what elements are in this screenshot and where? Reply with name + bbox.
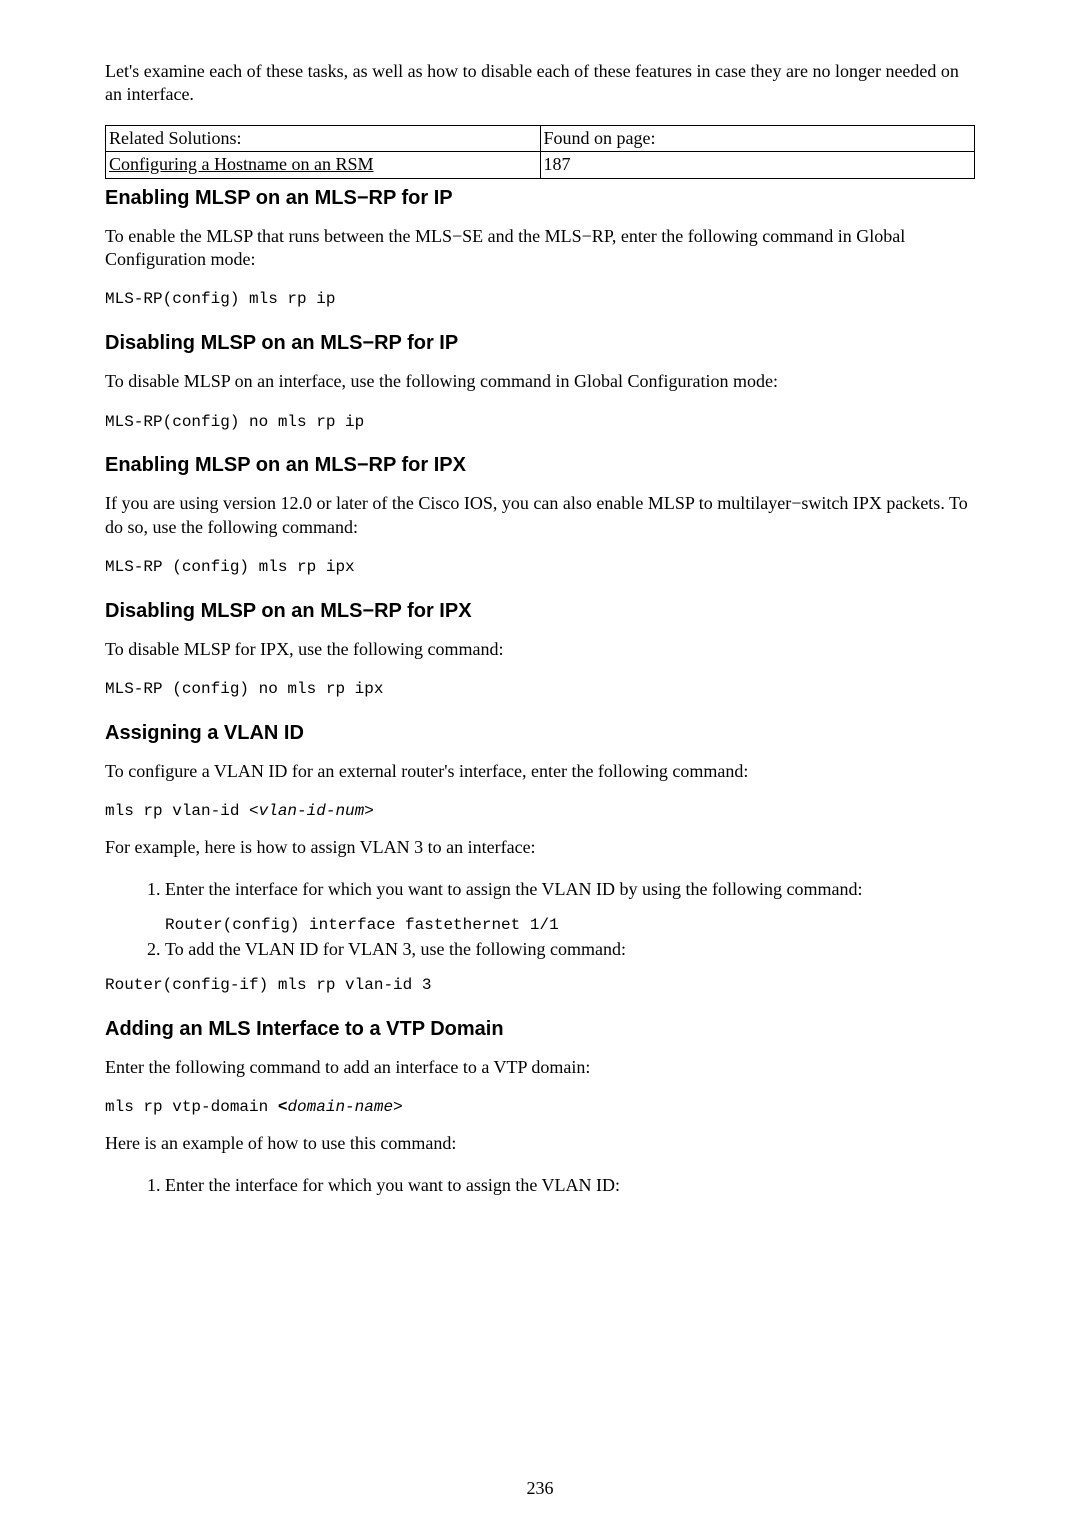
related-solutions-table: Related Solutions: Found on page: Config…	[105, 125, 975, 179]
code-vlan-syntax: mls rp vlan-id <vlan-id-num>	[105, 801, 975, 822]
code-disable-ipx: MLS-RP (config) no mls rp ipx	[105, 679, 975, 700]
heading-disable-ipx: Disabling MLSP on an MLS−RP for IPX	[105, 598, 975, 624]
step-code: Router(config) interface fastethernet 1/…	[165, 915, 975, 936]
code-enable-ip: MLS-RP(config) mls rp ip	[105, 289, 975, 310]
related-solution-link[interactable]: Configuring a Hostname on an RSM	[109, 154, 373, 174]
vtp-steps-list: Enter the interface for which you want t…	[105, 1174, 975, 1197]
table-row-header: Related Solutions: Found on page:	[106, 125, 975, 151]
heading-vtp: Adding an MLS Interface to a VTP Domain	[105, 1016, 975, 1042]
related-link-cell: Configuring a Hostname on an RSM	[106, 152, 541, 178]
page-number: 236	[0, 1477, 1080, 1500]
code-vtp-syntax: mls rp vtp-domain <domain-name>	[105, 1097, 975, 1118]
heading-disable-ip: Disabling MLSP on an MLS−RP for IP	[105, 330, 975, 356]
code-suffix: >	[364, 802, 374, 820]
heading-vlan: Assigning a VLAN ID	[105, 720, 975, 746]
code-vlan-example: Router(config-if) mls rp vlan-id 3	[105, 975, 975, 996]
code-prefix: mls rp vtp-domain	[105, 1098, 278, 1116]
step-text: Enter the interface for which you want t…	[165, 1175, 620, 1195]
related-page-cell: 187	[540, 152, 975, 178]
heading-enable-ip: Enabling MLSP on an MLS−RP for IP	[105, 185, 975, 211]
para-disable-ipx: To disable MLSP for IPX, use the followi…	[105, 638, 975, 661]
code-var: domain-name	[287, 1098, 393, 1116]
para-enable-ipx: If you are using version 12.0 or later o…	[105, 492, 975, 539]
intro-paragraph: Let's examine each of these tasks, as we…	[105, 60, 975, 107]
code-suffix: >	[393, 1098, 403, 1116]
para-vtp-2: Here is an example of how to use this co…	[105, 1132, 975, 1155]
list-item: To add the VLAN ID for VLAN 3, use the f…	[165, 938, 975, 961]
header-page: Found on page:	[540, 125, 975, 151]
code-bold: <	[278, 1098, 288, 1116]
list-item: Enter the interface for which you want t…	[165, 1174, 975, 1197]
para-vlan-2: For example, here is how to assign VLAN …	[105, 836, 975, 859]
document-page: Let's examine each of these tasks, as we…	[0, 0, 1080, 1528]
step-text: To add the VLAN ID for VLAN 3, use the f…	[165, 939, 626, 959]
code-prefix: mls rp vlan-id <	[105, 802, 259, 820]
code-var: vlan-id-num	[259, 802, 365, 820]
para-vtp-1: Enter the following command to add an in…	[105, 1056, 975, 1079]
para-enable-ip: To enable the MLSP that runs between the…	[105, 225, 975, 272]
header-related: Related Solutions:	[106, 125, 541, 151]
list-item: Enter the interface for which you want t…	[165, 878, 975, 936]
vlan-steps-list: Enter the interface for which you want t…	[105, 878, 975, 962]
step-text: Enter the interface for which you want t…	[165, 879, 863, 899]
code-disable-ip: MLS-RP(config) no mls rp ip	[105, 412, 975, 433]
heading-enable-ipx: Enabling MLSP on an MLS−RP for IPX	[105, 452, 975, 478]
code-enable-ipx: MLS-RP (config) mls rp ipx	[105, 557, 975, 578]
para-disable-ip: To disable MLSP on an interface, use the…	[105, 370, 975, 393]
table-row: Configuring a Hostname on an RSM 187	[106, 152, 975, 178]
para-vlan-1: To configure a VLAN ID for an external r…	[105, 760, 975, 783]
